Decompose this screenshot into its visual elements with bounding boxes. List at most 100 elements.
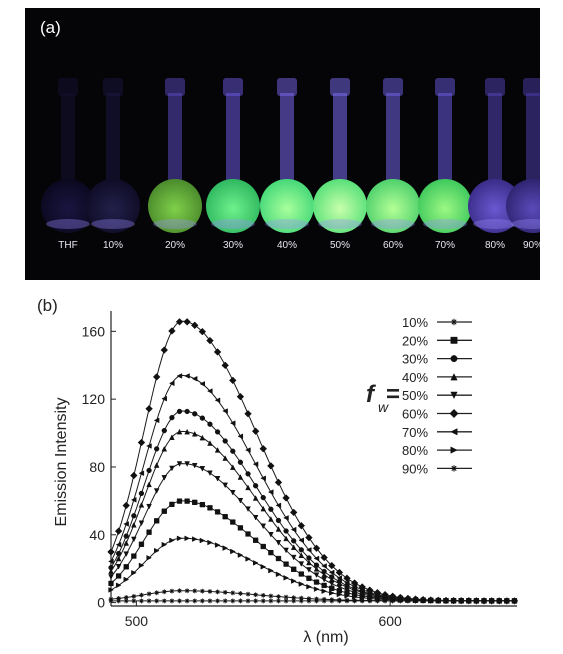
data-point	[351, 583, 358, 590]
legend-label: 10%	[402, 315, 428, 330]
data-point	[139, 598, 144, 604]
data-point	[184, 498, 190, 504]
vial-base	[91, 219, 135, 229]
legend-marker	[449, 408, 459, 419]
data-point	[283, 515, 289, 521]
vial-neck	[526, 93, 540, 193]
data-point	[146, 467, 152, 474]
data-point	[328, 561, 336, 570]
vial-base	[473, 219, 517, 229]
data-point	[336, 588, 343, 594]
vial-label: 20%	[165, 240, 185, 251]
data-point	[184, 373, 190, 379]
data-point	[108, 596, 114, 602]
data-point	[116, 598, 122, 604]
y-tick-label: 40	[89, 527, 105, 543]
vial: 90%	[506, 78, 540, 251]
data-point	[435, 598, 441, 604]
data-point	[336, 575, 343, 581]
data-point	[108, 558, 114, 565]
vial: 60%	[366, 78, 420, 251]
vial-body	[260, 179, 314, 233]
data-point	[245, 447, 251, 453]
legend-marker	[450, 446, 458, 454]
data-point	[199, 501, 205, 508]
data-point	[169, 501, 175, 508]
data-point	[297, 521, 306, 530]
plot-frame	[110, 311, 517, 607]
axis-layer: 0 40 80 120 160 500 600	[82, 323, 402, 629]
data-point	[260, 563, 267, 570]
data-point	[114, 527, 123, 535]
data-point	[230, 448, 236, 454]
vial-body	[41, 179, 95, 233]
data-point	[260, 475, 266, 482]
data-point	[191, 375, 198, 382]
data-point	[176, 428, 183, 435]
data-point	[222, 438, 228, 444]
data-point	[283, 561, 289, 567]
legend-marker	[450, 391, 458, 399]
data-point	[146, 591, 152, 597]
data-point	[328, 569, 335, 576]
legend-label: 30%	[402, 352, 428, 367]
data-point	[267, 462, 275, 470]
vial-label: 40%	[277, 240, 297, 251]
data-point	[359, 586, 365, 593]
data-point	[245, 471, 251, 477]
data-point	[306, 583, 312, 590]
data-point	[199, 466, 206, 472]
y-tick-label: 80	[89, 459, 105, 475]
data-point	[222, 482, 228, 489]
data-point	[283, 528, 289, 534]
data-point	[329, 597, 335, 603]
data-point	[275, 526, 282, 532]
data-point	[344, 593, 350, 599]
data-point	[252, 495, 259, 501]
data-point	[207, 539, 213, 546]
data-point	[260, 505, 267, 512]
data-point	[184, 461, 190, 467]
vials-photo: THF 10% 20% 30% 40% 50% 60% 70% 80% 90%	[41, 78, 540, 251]
data-point	[443, 598, 449, 604]
legend-marker	[450, 318, 458, 326]
data-point	[192, 536, 198, 542]
data-point	[238, 598, 243, 604]
data-point	[268, 531, 274, 538]
data-point	[335, 568, 344, 577]
data-point	[191, 430, 198, 437]
data-point	[123, 564, 129, 570]
data-point	[321, 596, 327, 602]
data-point	[199, 381, 205, 387]
data-point	[115, 582, 122, 589]
data-point	[146, 481, 152, 488]
vial-base	[153, 219, 197, 229]
data-point	[268, 506, 274, 512]
data-point	[146, 529, 152, 535]
data-point	[168, 327, 176, 335]
data-point	[190, 321, 199, 330]
data-point	[275, 555, 282, 562]
data-point	[177, 598, 182, 604]
data-point	[245, 506, 251, 512]
data-point	[282, 494, 290, 502]
data-point	[229, 490, 236, 496]
legend-label: 60%	[402, 407, 428, 422]
data-point	[289, 508, 298, 517]
data-point	[168, 380, 175, 387]
vial: 20%	[148, 78, 202, 251]
data-point	[313, 566, 320, 572]
data-point	[352, 597, 357, 603]
data-point	[245, 484, 251, 491]
data-point	[413, 598, 418, 604]
vial: 70%	[418, 78, 472, 251]
vial-neck	[488, 93, 502, 193]
data-point	[131, 536, 137, 543]
data-point	[161, 395, 167, 402]
data-point	[207, 421, 213, 427]
data-point	[207, 505, 213, 511]
data-point	[115, 573, 122, 579]
data-point	[321, 576, 327, 583]
vial-neck	[226, 93, 240, 193]
